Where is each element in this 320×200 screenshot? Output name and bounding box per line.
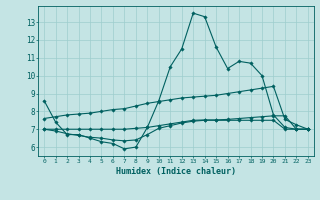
X-axis label: Humidex (Indice chaleur): Humidex (Indice chaleur) bbox=[116, 167, 236, 176]
